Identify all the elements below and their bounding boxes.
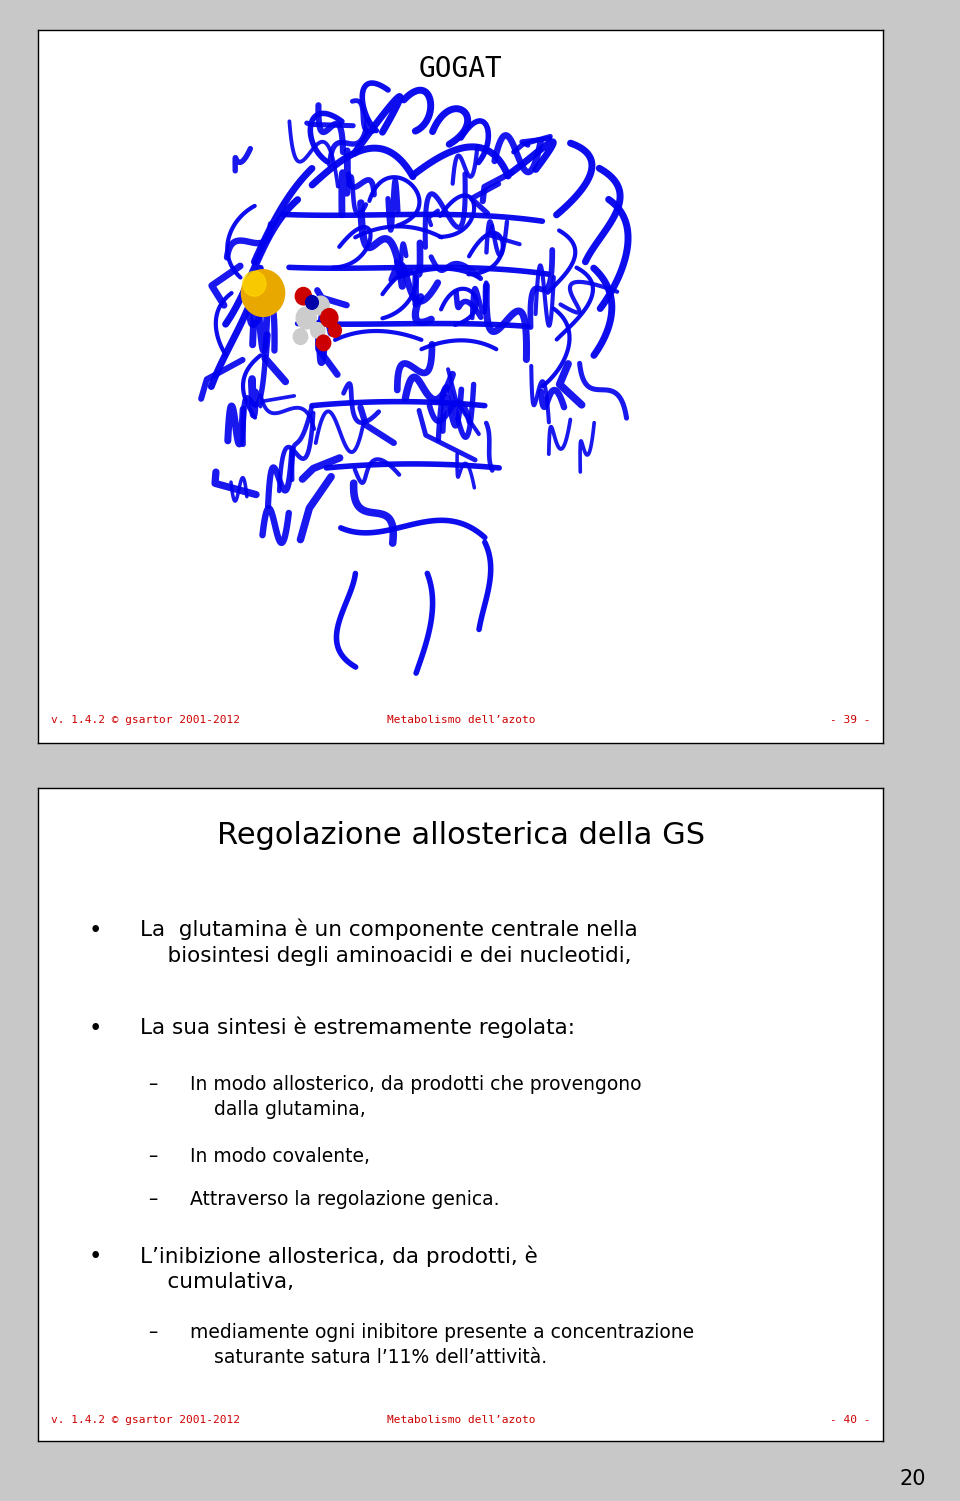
Circle shape: [312, 296, 329, 315]
Text: Attraverso la regolazione genica.: Attraverso la regolazione genica.: [190, 1190, 500, 1208]
Circle shape: [317, 335, 330, 351]
Text: La  glutamina è un componente centrale nella
    biosintesi degli aminoacidi e d: La glutamina è un componente centrale ne…: [140, 919, 637, 965]
Text: –: –: [148, 1075, 157, 1094]
Circle shape: [296, 308, 317, 329]
Text: - 40 -: - 40 -: [830, 1414, 871, 1424]
Circle shape: [321, 309, 338, 327]
Text: –: –: [148, 1324, 157, 1342]
Circle shape: [296, 288, 311, 305]
Text: –: –: [148, 1190, 157, 1208]
Text: Regolazione allosterica della GS: Regolazione allosterica della GS: [217, 821, 705, 850]
Text: - 39 -: - 39 -: [830, 714, 871, 725]
Text: •: •: [89, 1016, 103, 1040]
Text: Metabolismo dell’azoto: Metabolismo dell’azoto: [387, 1414, 535, 1424]
Circle shape: [328, 324, 342, 338]
Text: In modo covalente,: In modo covalente,: [190, 1147, 371, 1166]
Text: GOGAT: GOGAT: [419, 56, 503, 83]
Text: La sua sintesi è estremamente regolata:: La sua sintesi è estremamente regolata:: [140, 1016, 575, 1039]
Text: v. 1.4.2 © gsartor 2001-2012: v. 1.4.2 © gsartor 2001-2012: [51, 714, 240, 725]
Text: Metabolismo dell’azoto: Metabolismo dell’azoto: [387, 714, 535, 725]
Circle shape: [305, 296, 319, 309]
Text: •: •: [89, 919, 103, 941]
Text: mediamente ogni inibitore presente a concentrazione
    saturante satura l’11% d: mediamente ogni inibitore presente a con…: [190, 1324, 695, 1367]
Text: –: –: [148, 1147, 157, 1166]
Text: •: •: [89, 1246, 103, 1268]
Text: 20: 20: [900, 1469, 926, 1489]
Text: v. 1.4.2 © gsartor 2001-2012: v. 1.4.2 © gsartor 2001-2012: [51, 1414, 240, 1424]
Text: In modo allosterico, da prodotti che provengono
    dalla glutamina,: In modo allosterico, da prodotti che pro…: [190, 1075, 642, 1118]
Circle shape: [243, 272, 266, 296]
Circle shape: [311, 323, 324, 338]
Text: L’inibizione allosterica, da prodotti, è
    cumulativa,: L’inibizione allosterica, da prodotti, è…: [140, 1246, 538, 1292]
Circle shape: [294, 329, 307, 344]
Circle shape: [241, 270, 284, 317]
